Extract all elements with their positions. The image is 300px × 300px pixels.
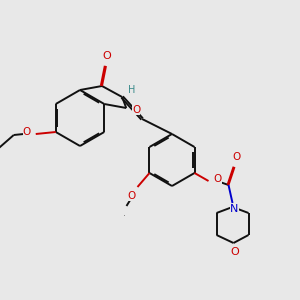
Text: O: O xyxy=(232,152,241,162)
Text: H: H xyxy=(128,85,136,95)
Text: O: O xyxy=(213,174,222,184)
Text: O: O xyxy=(22,127,31,137)
Text: O: O xyxy=(128,191,136,201)
Text: O: O xyxy=(103,51,111,61)
Text: N: N xyxy=(230,204,239,214)
Text: M: M xyxy=(124,215,125,217)
Text: O: O xyxy=(230,247,239,257)
Text: O: O xyxy=(132,105,140,115)
